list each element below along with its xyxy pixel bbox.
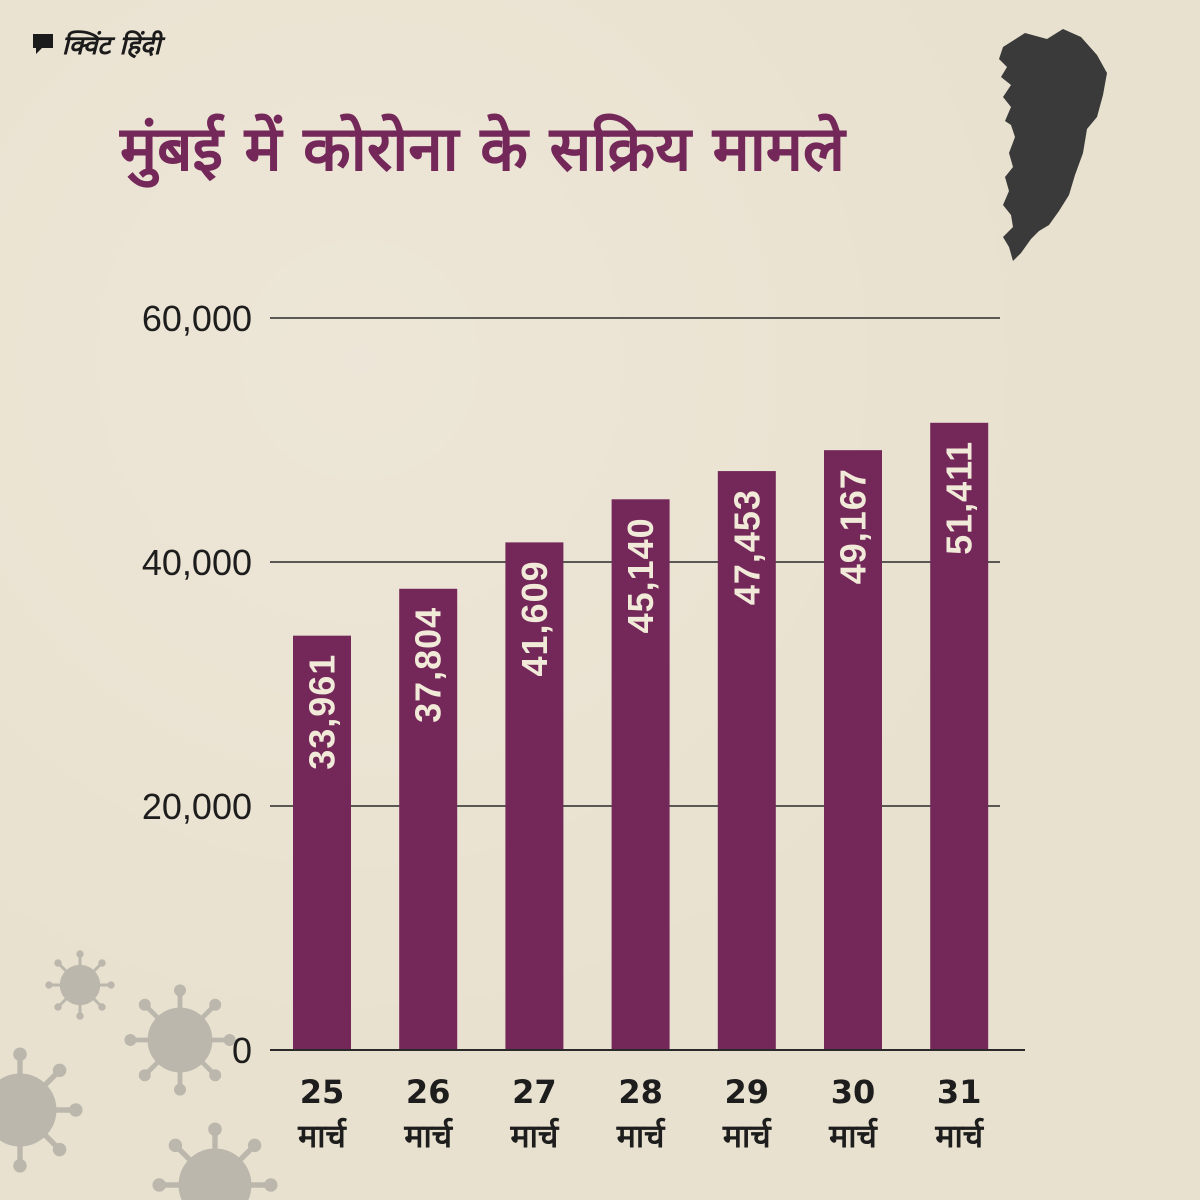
y-tick-label: 20,000 xyxy=(142,786,252,827)
x-tick-label: मार्च xyxy=(616,1117,666,1155)
bars: 33,961 37,804 41,609 45,140 47,453 49,167 51,4… xyxy=(293,422,989,1051)
bar-value-label: 49,167 xyxy=(833,468,874,584)
y-tick-label: 40,000 xyxy=(142,542,252,583)
x-tick-label: मार्च xyxy=(403,1117,453,1155)
x-tick-label: 26 xyxy=(406,1073,451,1111)
x-tick-label: मार्च xyxy=(934,1117,984,1155)
y-tick-label: 0 xyxy=(232,1030,252,1071)
x-tick-label: मार्च xyxy=(722,1117,772,1155)
bar xyxy=(930,422,989,1051)
bar-value-label: 47,453 xyxy=(726,489,767,605)
bar xyxy=(717,471,776,1051)
x-tick-label: 30 xyxy=(831,1073,876,1111)
brand-logo[interactable]: क्विंट हिंदी xyxy=(30,26,161,62)
brand-name: क्विंट हिंदी xyxy=(62,31,161,61)
x-tick-label: 25 xyxy=(300,1073,345,1111)
chart-title: मुंबई में कोरोना के सक्रिय मामले xyxy=(120,112,845,185)
x-tick-label: 27 xyxy=(512,1073,557,1111)
bar-value-label: 33,961 xyxy=(302,654,343,770)
x-axis-labels: 25 मार्च 26 मार्च 27 मार्च 28 मार्च 29 मार्च 30 मार… xyxy=(297,1073,985,1155)
y-tick-label: 60,000 xyxy=(142,298,252,339)
x-tick-label: 28 xyxy=(618,1073,663,1111)
y-axis-ticks: 0 20,000 40,000 60,000 xyxy=(142,298,252,1071)
x-tick-label: 31 xyxy=(937,1073,982,1111)
x-tick-label: मार्च xyxy=(828,1117,878,1155)
bar xyxy=(399,588,458,1050)
bar xyxy=(505,542,564,1050)
x-tick-label: मार्च xyxy=(510,1117,560,1155)
bar xyxy=(824,450,882,1050)
mumbai-map-icon xyxy=(999,29,1107,261)
bar-value-label: 45,140 xyxy=(620,517,661,633)
bar xyxy=(611,499,670,1050)
bar-value-label: 41,609 xyxy=(514,560,555,676)
bar xyxy=(293,635,351,1050)
bar-value-label: 51,411 xyxy=(939,441,980,555)
quint-speech-icon xyxy=(33,34,53,54)
x-tick-label: 29 xyxy=(725,1073,770,1111)
x-tick-label: मार्च xyxy=(297,1117,347,1155)
bar-value-label: 37,804 xyxy=(408,607,449,723)
